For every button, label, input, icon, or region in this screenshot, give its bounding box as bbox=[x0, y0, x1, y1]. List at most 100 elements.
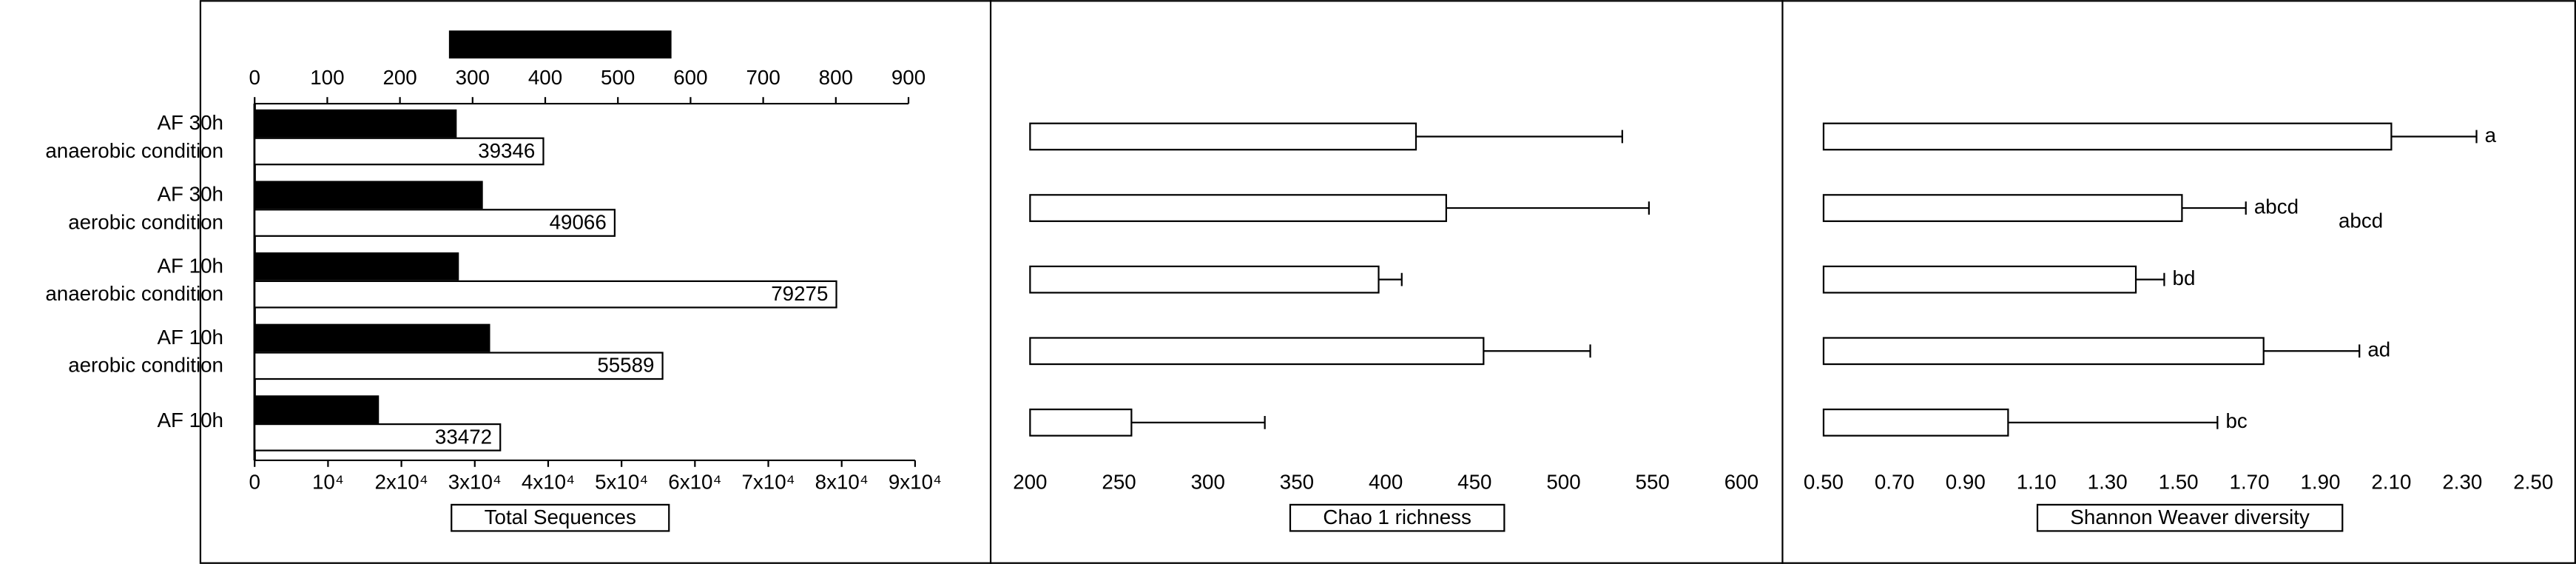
axis-title: Chao 1 richness bbox=[1323, 506, 1471, 528]
axis-title: Total Sequences bbox=[485, 506, 636, 528]
x-tick-label: 500 bbox=[1546, 470, 1580, 493]
x-tick-label: 1.50 bbox=[2159, 470, 2199, 493]
bar bbox=[254, 181, 483, 209]
value-label: 79275 bbox=[771, 282, 828, 305]
bar bbox=[254, 109, 457, 138]
axis-title-box bbox=[448, 30, 672, 58]
axis-title: Number of OTUs bbox=[482, 33, 638, 56]
value-label: 49066 bbox=[550, 210, 607, 233]
bar bbox=[1822, 194, 2183, 222]
x-tick-label: 10⁴ bbox=[312, 470, 344, 493]
error-bar bbox=[2182, 201, 2247, 215]
error-bar bbox=[1415, 130, 1623, 144]
x-tick-label: 300 bbox=[1191, 470, 1225, 493]
bar bbox=[1822, 122, 2393, 151]
x-tick-label: 6x10⁴ bbox=[668, 470, 721, 493]
bar bbox=[1029, 337, 1485, 366]
bar bbox=[1029, 265, 1380, 294]
group-label: a bbox=[2485, 124, 2497, 147]
bar bbox=[254, 209, 616, 237]
x-tick-label: 0.50 bbox=[1804, 470, 1844, 493]
category-label: AF 10h bbox=[158, 409, 223, 432]
error-bar bbox=[1378, 272, 1403, 286]
bar bbox=[254, 252, 459, 281]
x2-tick-label: 700 bbox=[746, 66, 780, 89]
x-tick-label: 9x10⁴ bbox=[889, 470, 942, 493]
error-bar bbox=[2008, 415, 2219, 429]
value-label: 55589 bbox=[597, 354, 654, 377]
x2-tick-label: 900 bbox=[891, 66, 925, 89]
value-label: 280 bbox=[416, 254, 450, 277]
bar bbox=[254, 423, 502, 451]
x-tick-label: 450 bbox=[1457, 470, 1491, 493]
x-tick-label: 200 bbox=[1013, 470, 1047, 493]
error-bar bbox=[2136, 272, 2165, 286]
bar bbox=[254, 323, 490, 352]
x-tick-label: 2.30 bbox=[2442, 470, 2482, 493]
error-bar bbox=[1446, 201, 1651, 215]
category-label: AF 10h bbox=[158, 254, 223, 277]
x-tick-label: 1.30 bbox=[2088, 470, 2128, 493]
value-label: 33472 bbox=[435, 425, 492, 448]
x-tick-label: 0.70 bbox=[1875, 470, 1915, 493]
frame bbox=[199, 0, 2576, 564]
x-tick-label: 2.50 bbox=[2513, 470, 2553, 493]
axis-title-box bbox=[451, 503, 670, 532]
error-bar bbox=[1483, 344, 1591, 358]
x-tick-label: 600 bbox=[1724, 470, 1759, 493]
value-label: 323 bbox=[447, 326, 481, 349]
x-tick-label: 8x10⁴ bbox=[815, 470, 869, 493]
x2-tick-label: 100 bbox=[310, 66, 344, 89]
category-label: aerobic condition bbox=[68, 354, 223, 377]
x2-tick-label: 300 bbox=[456, 66, 490, 89]
x-tick-label: 7x10⁴ bbox=[741, 470, 795, 493]
category-label: AF 30h bbox=[158, 111, 223, 134]
bar bbox=[1029, 408, 1133, 437]
error-bar bbox=[1131, 415, 1266, 429]
x2-tick-label: 600 bbox=[673, 66, 707, 89]
x2-tick-label: 400 bbox=[528, 66, 562, 89]
bar bbox=[254, 352, 664, 380]
value-label: 313 bbox=[439, 183, 473, 206]
error-bar bbox=[2263, 344, 2361, 358]
x2-tick-label: 200 bbox=[382, 66, 417, 89]
bar bbox=[1029, 122, 1417, 151]
x-tick-label: 0 bbox=[249, 470, 260, 493]
group-label: ad bbox=[2367, 338, 2390, 361]
error-bar bbox=[2391, 130, 2478, 144]
x-tick-label: 5x10⁴ bbox=[595, 470, 648, 493]
category-label: AF 30h bbox=[158, 183, 223, 206]
axis-title-box bbox=[2036, 503, 2344, 532]
category-label: aerobic condition bbox=[68, 210, 223, 233]
axis-title: Shannon Weaver diversity bbox=[2070, 506, 2310, 528]
annotation: abcd bbox=[2339, 209, 2383, 232]
category-label: anaerobic condition bbox=[45, 282, 223, 305]
x-tick-label: 250 bbox=[1102, 470, 1136, 493]
x-tick-label: 4x10⁴ bbox=[522, 470, 575, 493]
bar bbox=[1029, 194, 1447, 222]
bar bbox=[254, 137, 544, 166]
bar bbox=[1822, 337, 2265, 366]
x-tick-label: 550 bbox=[1636, 470, 1670, 493]
x-tick-label: 2x10⁴ bbox=[375, 470, 428, 493]
x-tick-label: 1.90 bbox=[2300, 470, 2340, 493]
x-tick-label: 400 bbox=[1369, 470, 1403, 493]
bar bbox=[1822, 265, 2137, 294]
x2-tick-label: 500 bbox=[601, 66, 635, 89]
bar bbox=[1822, 408, 2009, 437]
axis-title-box bbox=[1289, 503, 1506, 532]
value-label: 39346 bbox=[478, 139, 535, 162]
x-tick-label: 0.90 bbox=[1946, 470, 1986, 493]
category-label: AF 10h bbox=[158, 326, 223, 349]
x2-tick-label: 0 bbox=[249, 66, 260, 89]
bar bbox=[254, 395, 380, 423]
group-label: abcd bbox=[2254, 195, 2299, 218]
x2-tick-label: 800 bbox=[819, 66, 853, 89]
group-label: bc bbox=[2225, 409, 2247, 432]
group-label: bd bbox=[2173, 266, 2196, 289]
bar bbox=[254, 280, 837, 309]
value-label: 170 bbox=[336, 397, 370, 420]
x-tick-label: 1.70 bbox=[2230, 470, 2270, 493]
value-label: 277 bbox=[414, 111, 448, 134]
